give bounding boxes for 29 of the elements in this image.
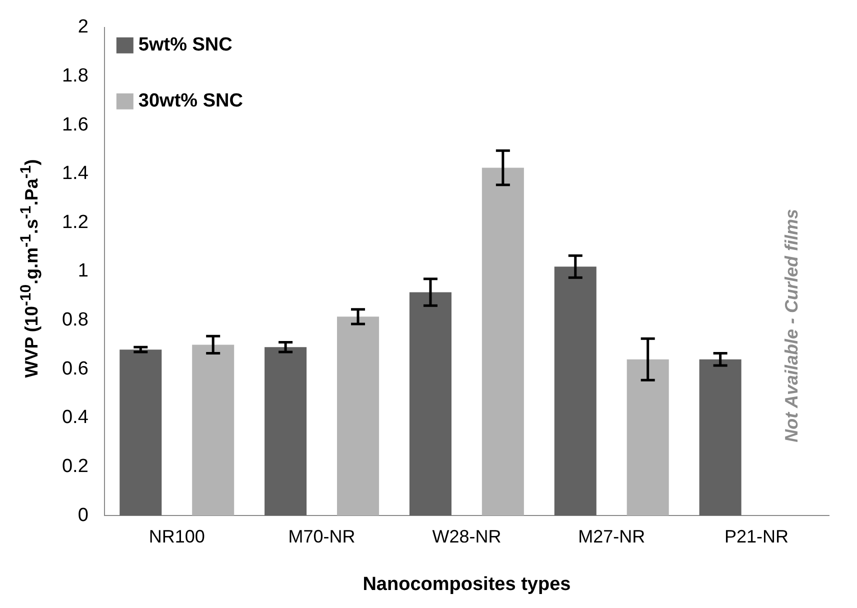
y-tick-label: 1	[78, 260, 88, 282]
bar	[626, 359, 669, 516]
y-tick-label: 1.6	[62, 114, 88, 136]
y-tick-label: 0	[78, 504, 88, 526]
x-tick-label: M27-NR	[578, 526, 646, 546]
bar	[120, 350, 162, 516]
y-tick-label: 1.2	[62, 212, 88, 233]
x-tick-label: W28-NR	[432, 526, 502, 546]
x-tick-label: NR100	[148, 526, 205, 546]
bar	[699, 359, 742, 516]
bar	[554, 266, 596, 516]
y-tick-label: 0.2	[62, 456, 88, 478]
x-tick-label: P21-NR	[724, 526, 789, 546]
bar	[337, 316, 380, 516]
legend-label: 5wt% SNC	[138, 34, 233, 56]
y-tick-label: 2	[78, 16, 88, 38]
bar	[482, 168, 524, 516]
bar	[264, 347, 307, 516]
annotation: Not Available - Curled films	[782, 208, 802, 442]
legend-label: 30wt% SNC	[138, 90, 244, 112]
bar	[192, 344, 234, 516]
x-tick-label: M70-NR	[288, 526, 356, 546]
bar	[409, 292, 452, 516]
y-tick-label: 0.4	[62, 407, 89, 428]
x-axis-title: Nanocomposites types	[362, 574, 571, 595]
y-tick-label: 0.6	[62, 358, 88, 380]
y-tick-label: 1.8	[62, 65, 88, 86]
y-tick-label: 1.4	[62, 163, 89, 184]
y-tick-label: 0.8	[62, 310, 88, 331]
